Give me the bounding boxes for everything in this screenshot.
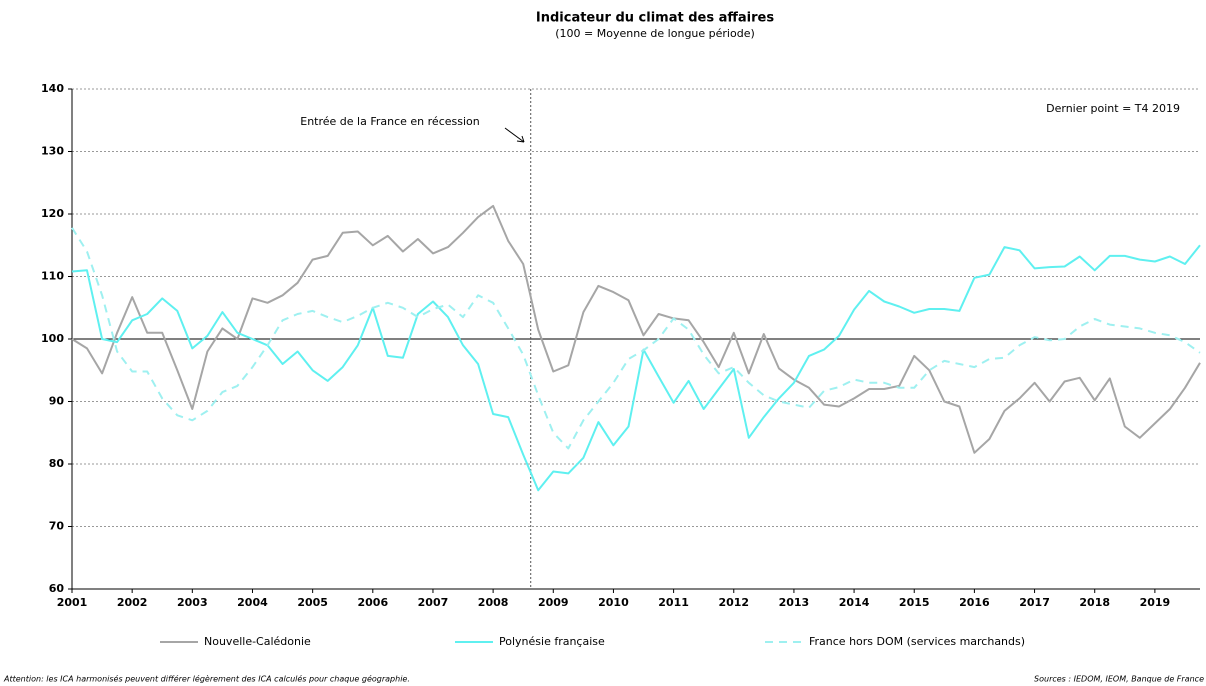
x-tick-label: 2011 [658, 596, 689, 609]
x-tick-label: 2001 [57, 596, 88, 609]
y-tick-label: 90 [49, 395, 65, 408]
x-tick-label: 2009 [538, 596, 569, 609]
y-tick-label: 130 [41, 145, 64, 158]
x-tick-label: 2003 [177, 596, 208, 609]
annotation: Dernier point = T4 2019 [1046, 102, 1180, 115]
x-tick-label: 2006 [357, 596, 388, 609]
y-tick-label: 60 [49, 582, 65, 595]
x-tick-label: 2008 [478, 596, 509, 609]
chart-subtitle: (100 = Moyenne de longue période) [555, 27, 755, 40]
legend-label: Polynésie française [499, 635, 605, 648]
annotation-arrow [504, 127, 525, 143]
footnote-left: Attention: les ICA harmonisés peuvent di… [3, 674, 410, 684]
x-tick-label: 2016 [959, 596, 990, 609]
x-tick-label: 2015 [899, 596, 930, 609]
chart-title: Indicateur du climat des affaires [536, 11, 774, 26]
legend-label: France hors DOM (services marchands) [809, 635, 1025, 648]
x-tick-label: 2002 [117, 596, 148, 609]
x-tick-label: 2019 [1140, 596, 1171, 609]
x-tick-label: 2013 [779, 596, 810, 609]
series-line [71, 227, 1201, 450]
series-line [71, 244, 1201, 492]
footnote-right: Sources : IEDOM, IEOM, Banque de France [1034, 675, 1204, 684]
y-tick-label: 110 [41, 270, 64, 283]
legend-label: Nouvelle-Calédonie [204, 635, 311, 648]
x-tick-label: 2017 [1019, 596, 1050, 609]
x-tick-label: 2012 [718, 596, 749, 609]
x-tick-label: 2007 [418, 596, 449, 609]
y-tick-label: 120 [41, 207, 64, 220]
vline-label: Entrée de la France en récession [300, 115, 480, 128]
annotation-arrowhead [516, 135, 525, 143]
y-tick-label: 70 [49, 520, 65, 533]
series-line [71, 204, 1201, 454]
y-tick-label: 100 [41, 332, 64, 345]
y-tick-label: 140 [41, 82, 64, 95]
x-tick-label: 2014 [839, 596, 870, 609]
x-tick-label: 2004 [237, 596, 268, 609]
x-tick-label: 2005 [297, 596, 328, 609]
x-tick-label: 2010 [598, 596, 629, 609]
x-tick-label: 2018 [1079, 596, 1110, 609]
y-tick-label: 80 [49, 457, 65, 470]
